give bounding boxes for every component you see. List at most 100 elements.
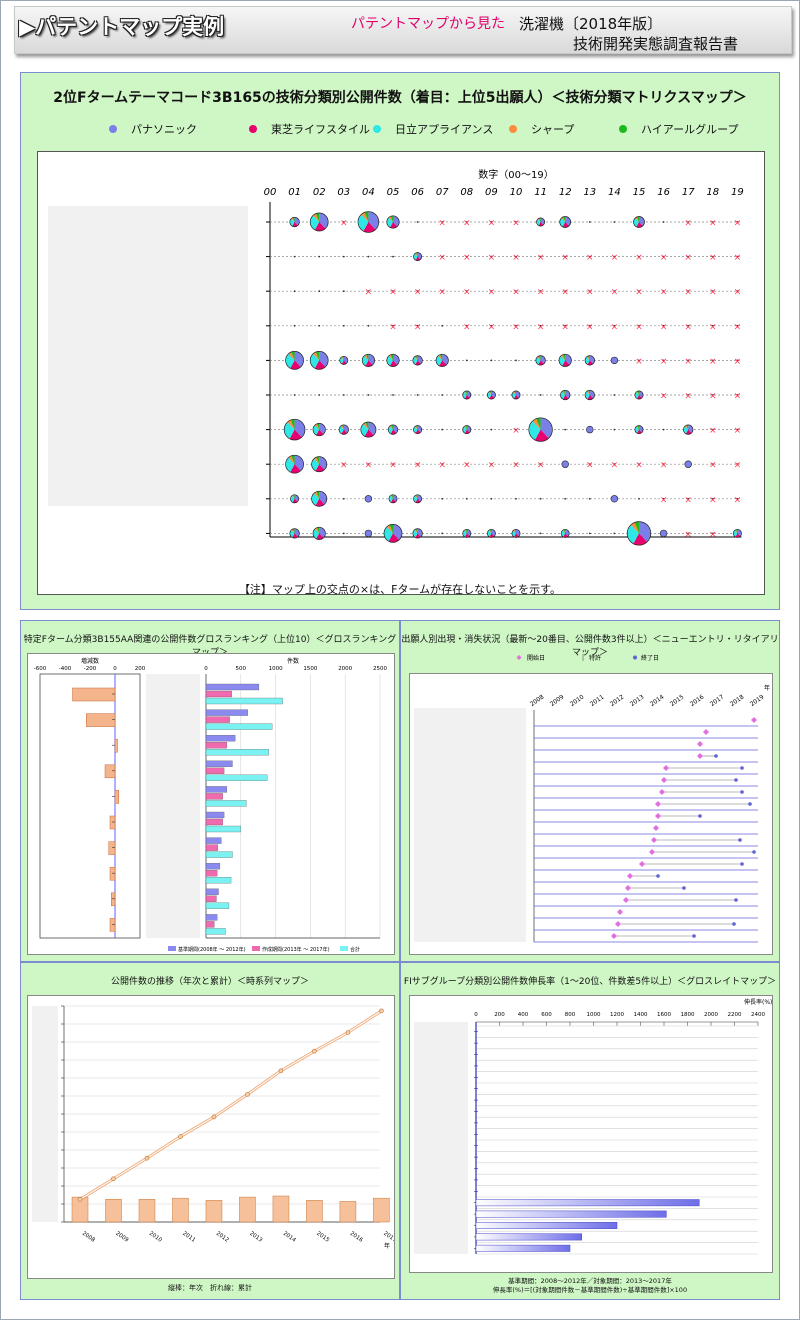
cross-mark: × [537, 461, 545, 471]
count-bar [205, 742, 228, 749]
bubble-slice [415, 355, 418, 361]
header-banner: ▶パテントマップ実例 パテントマップから見た 洗濯機〔2018年版〕 技術開発実… [14, 6, 792, 54]
delta-bar [109, 918, 116, 932]
cross-mark: × [635, 357, 643, 367]
label-placeholder [414, 1022, 468, 1254]
matrix-grid-dot [342, 290, 345, 293]
bubble-slice [314, 423, 320, 430]
count-bar [205, 825, 241, 833]
bubble-slice [513, 391, 516, 395]
bubble-slice [610, 356, 619, 365]
count-bar [205, 760, 233, 767]
legend-label: 合計 [350, 946, 360, 953]
legend-dot-icon [109, 125, 117, 133]
bubble [634, 390, 644, 400]
legend-swatch [168, 946, 176, 951]
bubble-slice [315, 213, 320, 222]
bubble-slice [462, 530, 467, 537]
cross-mark: × [389, 322, 397, 332]
bubble-slice [540, 417, 553, 439]
matrix-grid-dot [588, 221, 591, 223]
bubble-slice [436, 355, 443, 366]
right-tick-label: 500 [236, 666, 247, 672]
matrix-grid-dot [367, 463, 370, 466]
cross-mark: × [660, 253, 668, 263]
matrix-grid-dot [687, 290, 690, 293]
year-tick-label: 2013 [629, 693, 646, 708]
bubble-slice [636, 425, 639, 430]
bubble-slice [634, 392, 639, 399]
matrix-grid-dot [588, 532, 591, 535]
matrix-grid-dot [318, 290, 321, 293]
matrix-grid-dot [662, 255, 665, 258]
year-tick-label: 2008 [529, 693, 546, 708]
cumulative-point [379, 1008, 384, 1014]
matrix-grid-dot [564, 290, 567, 293]
cross-mark: × [660, 322, 668, 332]
legend-item-panasonic: パナソニック [109, 121, 197, 137]
growth-bar [475, 1222, 618, 1229]
bubble-slice [315, 498, 325, 507]
bubble-slice [415, 256, 421, 261]
bubble-slice [630, 522, 639, 534]
bubble-slice [683, 426, 689, 434]
bubble [560, 389, 571, 401]
start-marker [649, 849, 655, 855]
bubble-outline [290, 494, 300, 504]
x-tick-label: 2200 [728, 1012, 742, 1018]
cross-mark: × [684, 219, 692, 229]
growth-bar [475, 1244, 571, 1252]
time-series-chart-area: 2008 2009 2010 2011 2012 2013 2014 2015 2016 2017… [27, 995, 398, 1279]
cross-mark: × [709, 219, 717, 229]
bubble [412, 355, 423, 366]
matrix-grid-dot [736, 324, 739, 327]
bubble-slice [560, 391, 566, 400]
entry-retire-title: 出願人別出現・消失状況（最新～20番目、公開件数3件以上）＜ニューエントリ・リタ… [401, 635, 779, 658]
cross-mark: × [611, 253, 619, 263]
cross-mark: × [438, 288, 446, 298]
bubble-slice [439, 354, 443, 361]
matrix-grid-dot [638, 497, 640, 500]
cross-mark: × [340, 219, 348, 229]
delta-bar [114, 738, 118, 753]
bubble-slice [737, 529, 742, 537]
cross-mark: × [488, 219, 496, 229]
bubble-outline [388, 494, 398, 504]
x-tick-label: 1000 [587, 1012, 601, 1018]
cross-mark: × [734, 392, 742, 402]
column-label: 00 [264, 187, 277, 198]
matrix-grid-dot [441, 428, 444, 431]
bubble [413, 252, 423, 262]
year-bar [272, 1195, 290, 1223]
matrix-grid-dot [416, 290, 419, 293]
bubble-outline [511, 390, 521, 400]
bubble-slice [391, 498, 396, 503]
bubble-slice [368, 422, 376, 436]
count-bar [205, 844, 218, 851]
matrix-grid-dot [736, 255, 739, 258]
start-marker [663, 765, 669, 771]
cross-mark: × [414, 322, 422, 332]
bubble-slice [587, 360, 594, 366]
matrix-grid-dot [662, 497, 665, 500]
cross-mark: × [734, 357, 742, 367]
end-marker [748, 802, 752, 806]
bubble-outline [413, 425, 423, 435]
growth-rate-svg: 伸長率(%) 0 200 400 600 800 1000 1200 1400 1600 1800 2… [414, 998, 772, 1255]
left-tick-label: -400 [59, 666, 72, 672]
bubble-slice [539, 217, 541, 222]
bubble-slice [288, 352, 295, 361]
growth-rate-title: FIサブグループ分類別公開件数伸長率（1～20位、件数差5件以上）＜グロスレイト… [403, 977, 777, 987]
bubble-outline [462, 390, 472, 400]
bubble-slice [416, 252, 418, 257]
bubble-slice [290, 419, 295, 430]
bubble-slice [561, 216, 566, 222]
matrix-grid-dot [515, 497, 517, 500]
year-tick-label: 2015 [315, 1231, 330, 1244]
matrix-grid-dot [539, 255, 542, 258]
bubble-slice [659, 529, 668, 538]
column-label: 12 [559, 187, 572, 198]
bubble-slice [559, 355, 566, 366]
bubble-slice [363, 422, 369, 430]
matrix-map-title: 2位Fタームテーマコード3B165の技術分類別公開件数（着目：上位5出願人）＜技… [53, 90, 747, 106]
